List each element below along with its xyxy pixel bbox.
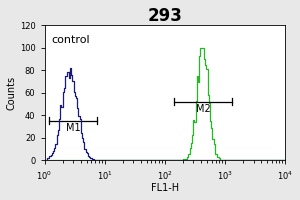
Text: M1: M1 [66, 123, 81, 133]
Y-axis label: Counts: Counts [7, 76, 17, 110]
Title: 293: 293 [147, 7, 182, 25]
Text: M2: M2 [196, 104, 210, 114]
X-axis label: FL1-H: FL1-H [151, 183, 179, 193]
Text: control: control [52, 35, 90, 45]
